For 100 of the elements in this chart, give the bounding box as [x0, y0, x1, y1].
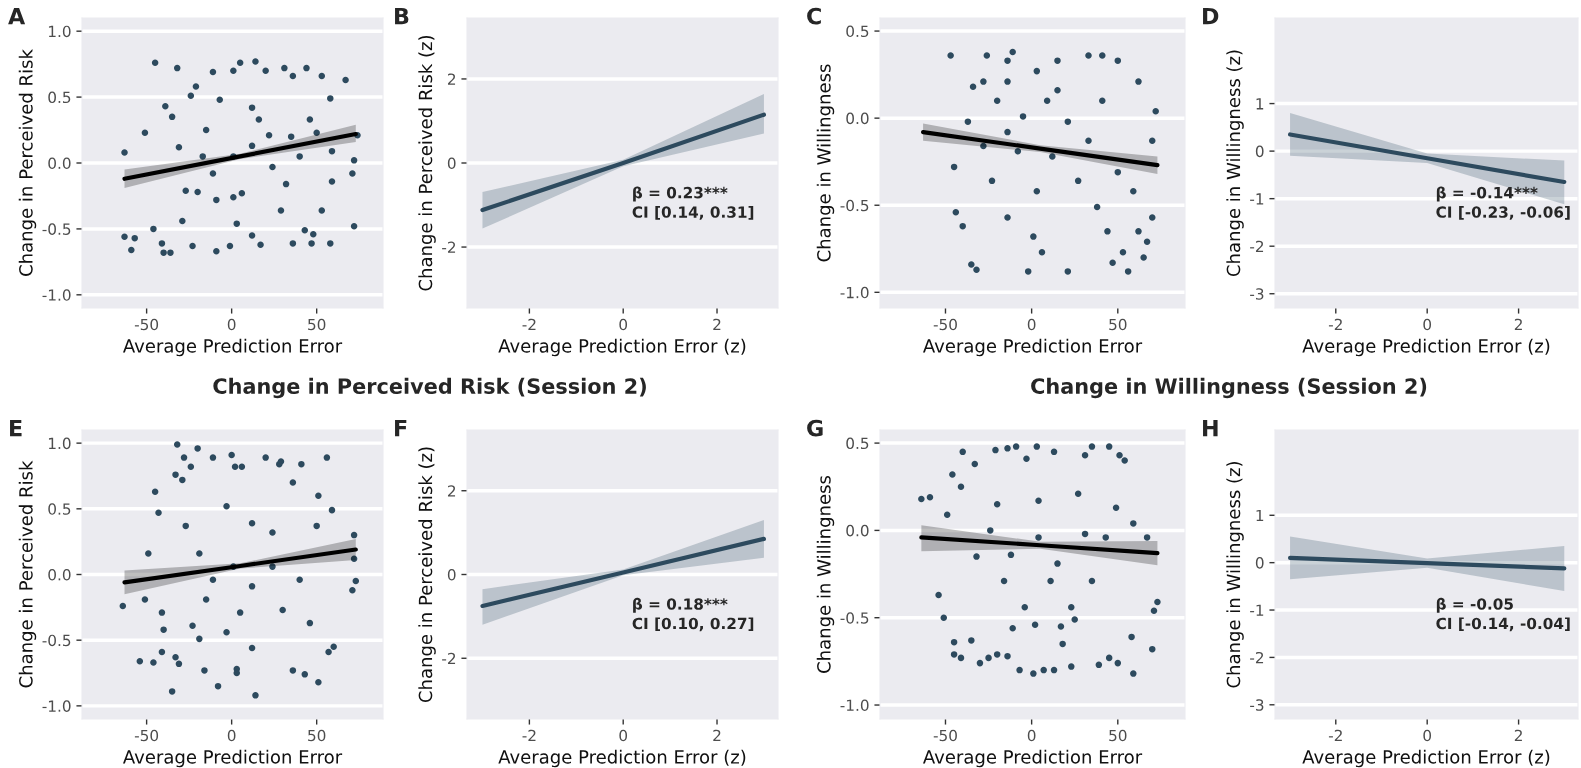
x-tick-label: -50: [134, 318, 159, 331]
point: [1054, 87, 1061, 94]
point: [1130, 188, 1137, 195]
y-tick-label: 0.5: [846, 25, 869, 38]
x-axis-title: Average Prediction Error: [122, 338, 343, 357]
x-tick-label: -50: [134, 729, 159, 742]
y-axis-title: Change in Perceived Risk: [18, 460, 37, 688]
x-tick-label: 0: [1423, 318, 1432, 331]
point: [1149, 214, 1156, 221]
y-tick-label: 1: [1256, 509, 1264, 522]
point: [1114, 57, 1122, 64]
text: Change in Willingness (Session 2): [1031, 377, 1427, 399]
annotation: β = 0.18*** CI [0.10, 0.27]: [632, 597, 754, 632]
x-tick-label: 2: [1514, 318, 1522, 331]
point: [964, 118, 972, 125]
point: [1049, 153, 1056, 160]
x-tick-label: 0: [619, 729, 628, 742]
point: [1033, 67, 1041, 75]
point: [1135, 228, 1142, 235]
y-tick-label: -0.5: [42, 634, 71, 647]
point: [1030, 233, 1037, 240]
x-tick-label: -2: [1328, 729, 1342, 742]
point: [1135, 78, 1142, 85]
point: [959, 222, 966, 230]
y-tick-label: -3: [1250, 699, 1264, 711]
point: [952, 208, 960, 216]
point: [973, 266, 980, 273]
point: [980, 78, 987, 85]
x-tick-label: 0: [227, 318, 236, 331]
y-tick-label: -0.5: [840, 612, 869, 624]
y-tick-label: 0.5: [48, 91, 71, 104]
x-tick-label: 50: [1109, 729, 1127, 742]
y-tick-label: 0.0: [846, 112, 869, 125]
point: [1140, 254, 1147, 261]
x-tick-label: 0: [1423, 729, 1432, 742]
x-axis-title: Average Prediction Error: [122, 749, 343, 768]
x-tick-label: -50: [933, 729, 957, 742]
y-tick-label: 0.0: [48, 568, 71, 581]
y-tick-label: 0: [1255, 557, 1264, 569]
y-axis-title: Change in Perceived Risk (z): [418, 447, 436, 703]
point: [1033, 188, 1041, 195]
y-axis-title: Change in Perceived Risk: [18, 49, 37, 276]
point: [1099, 97, 1106, 104]
x-tick-label: 0: [1027, 318, 1036, 331]
point: [1043, 97, 1051, 104]
y-axis-title: Change in Perceived Risk (z): [418, 35, 436, 291]
x-tick-label: 50: [1109, 318, 1127, 331]
chart-title: D: [1203, 7, 1219, 25]
y-axis-title: Change in Willingness: [816, 475, 835, 673]
point: [1064, 268, 1072, 275]
y-tick-label: 0.0: [48, 157, 71, 170]
point: [1004, 78, 1011, 85]
y-tick-label: -1: [1250, 604, 1264, 616]
annotation: β = 0.23*** CI [0.14, 0.31]: [632, 186, 754, 220]
y-tick-label: 1.0: [48, 25, 71, 38]
point: [1104, 228, 1111, 235]
y-tick-label: -2: [442, 241, 456, 253]
y-tick-label: -1: [1250, 193, 1264, 205]
x-tick-label: 50: [308, 729, 326, 742]
point: [988, 177, 996, 185]
chart-title: H: [1203, 419, 1218, 437]
y-tick-label: -1.0: [840, 699, 869, 712]
y-tick-label: 0: [447, 157, 456, 170]
x-tick-label: -50: [933, 318, 957, 331]
y-axis-title: Change in Willingness: [816, 64, 835, 262]
point: [1149, 137, 1156, 145]
point: [1009, 48, 1016, 56]
point: [1085, 52, 1092, 59]
y-tick-label: -3: [1250, 288, 1264, 300]
chart-title: A: [8, 7, 26, 25]
x-axis-title: Average Prediction Error (z): [1302, 338, 1550, 357]
x-tick-label: 2: [713, 318, 721, 331]
chart-title: E: [10, 419, 22, 437]
y-tick-label: 0: [447, 568, 456, 581]
point: [1019, 113, 1027, 120]
point: [1064, 118, 1072, 125]
y-tick-label: -0.5: [42, 223, 71, 235]
x-tick-label: 50: [308, 318, 326, 331]
x-tick-label: 0: [1027, 729, 1036, 742]
point: [1114, 168, 1122, 176]
x-axis-title: Average Prediction Error (z): [1302, 749, 1550, 768]
y-tick-label: 0.5: [48, 503, 71, 515]
y-axis-title: Change in Willingness (z): [1226, 50, 1244, 277]
text: Change in Perceived Risk (Session 2): [213, 377, 646, 399]
y-tick-label: -0.5: [840, 199, 869, 212]
y-tick-label: 2: [447, 485, 456, 497]
y-tick-label: -1.0: [42, 289, 71, 301]
x-tick-label: 0: [619, 318, 628, 331]
point: [1004, 128, 1011, 136]
x-tick-label: -2: [522, 729, 536, 742]
x-axis-title: Average Prediction Error (z): [498, 338, 746, 357]
y-tick-label: -2: [442, 652, 456, 665]
y-tick-label: -1.0: [42, 700, 71, 712]
chart-title: F: [395, 419, 407, 437]
y-tick-label: 2: [447, 73, 456, 85]
y-tick-label: 0.5: [846, 437, 869, 450]
y-axis-title: Change in Willingness (z): [1226, 461, 1244, 688]
y-tick-label: -2: [1250, 240, 1264, 252]
point: [1152, 107, 1159, 115]
x-axis-title: Average Prediction Error: [922, 338, 1143, 357]
